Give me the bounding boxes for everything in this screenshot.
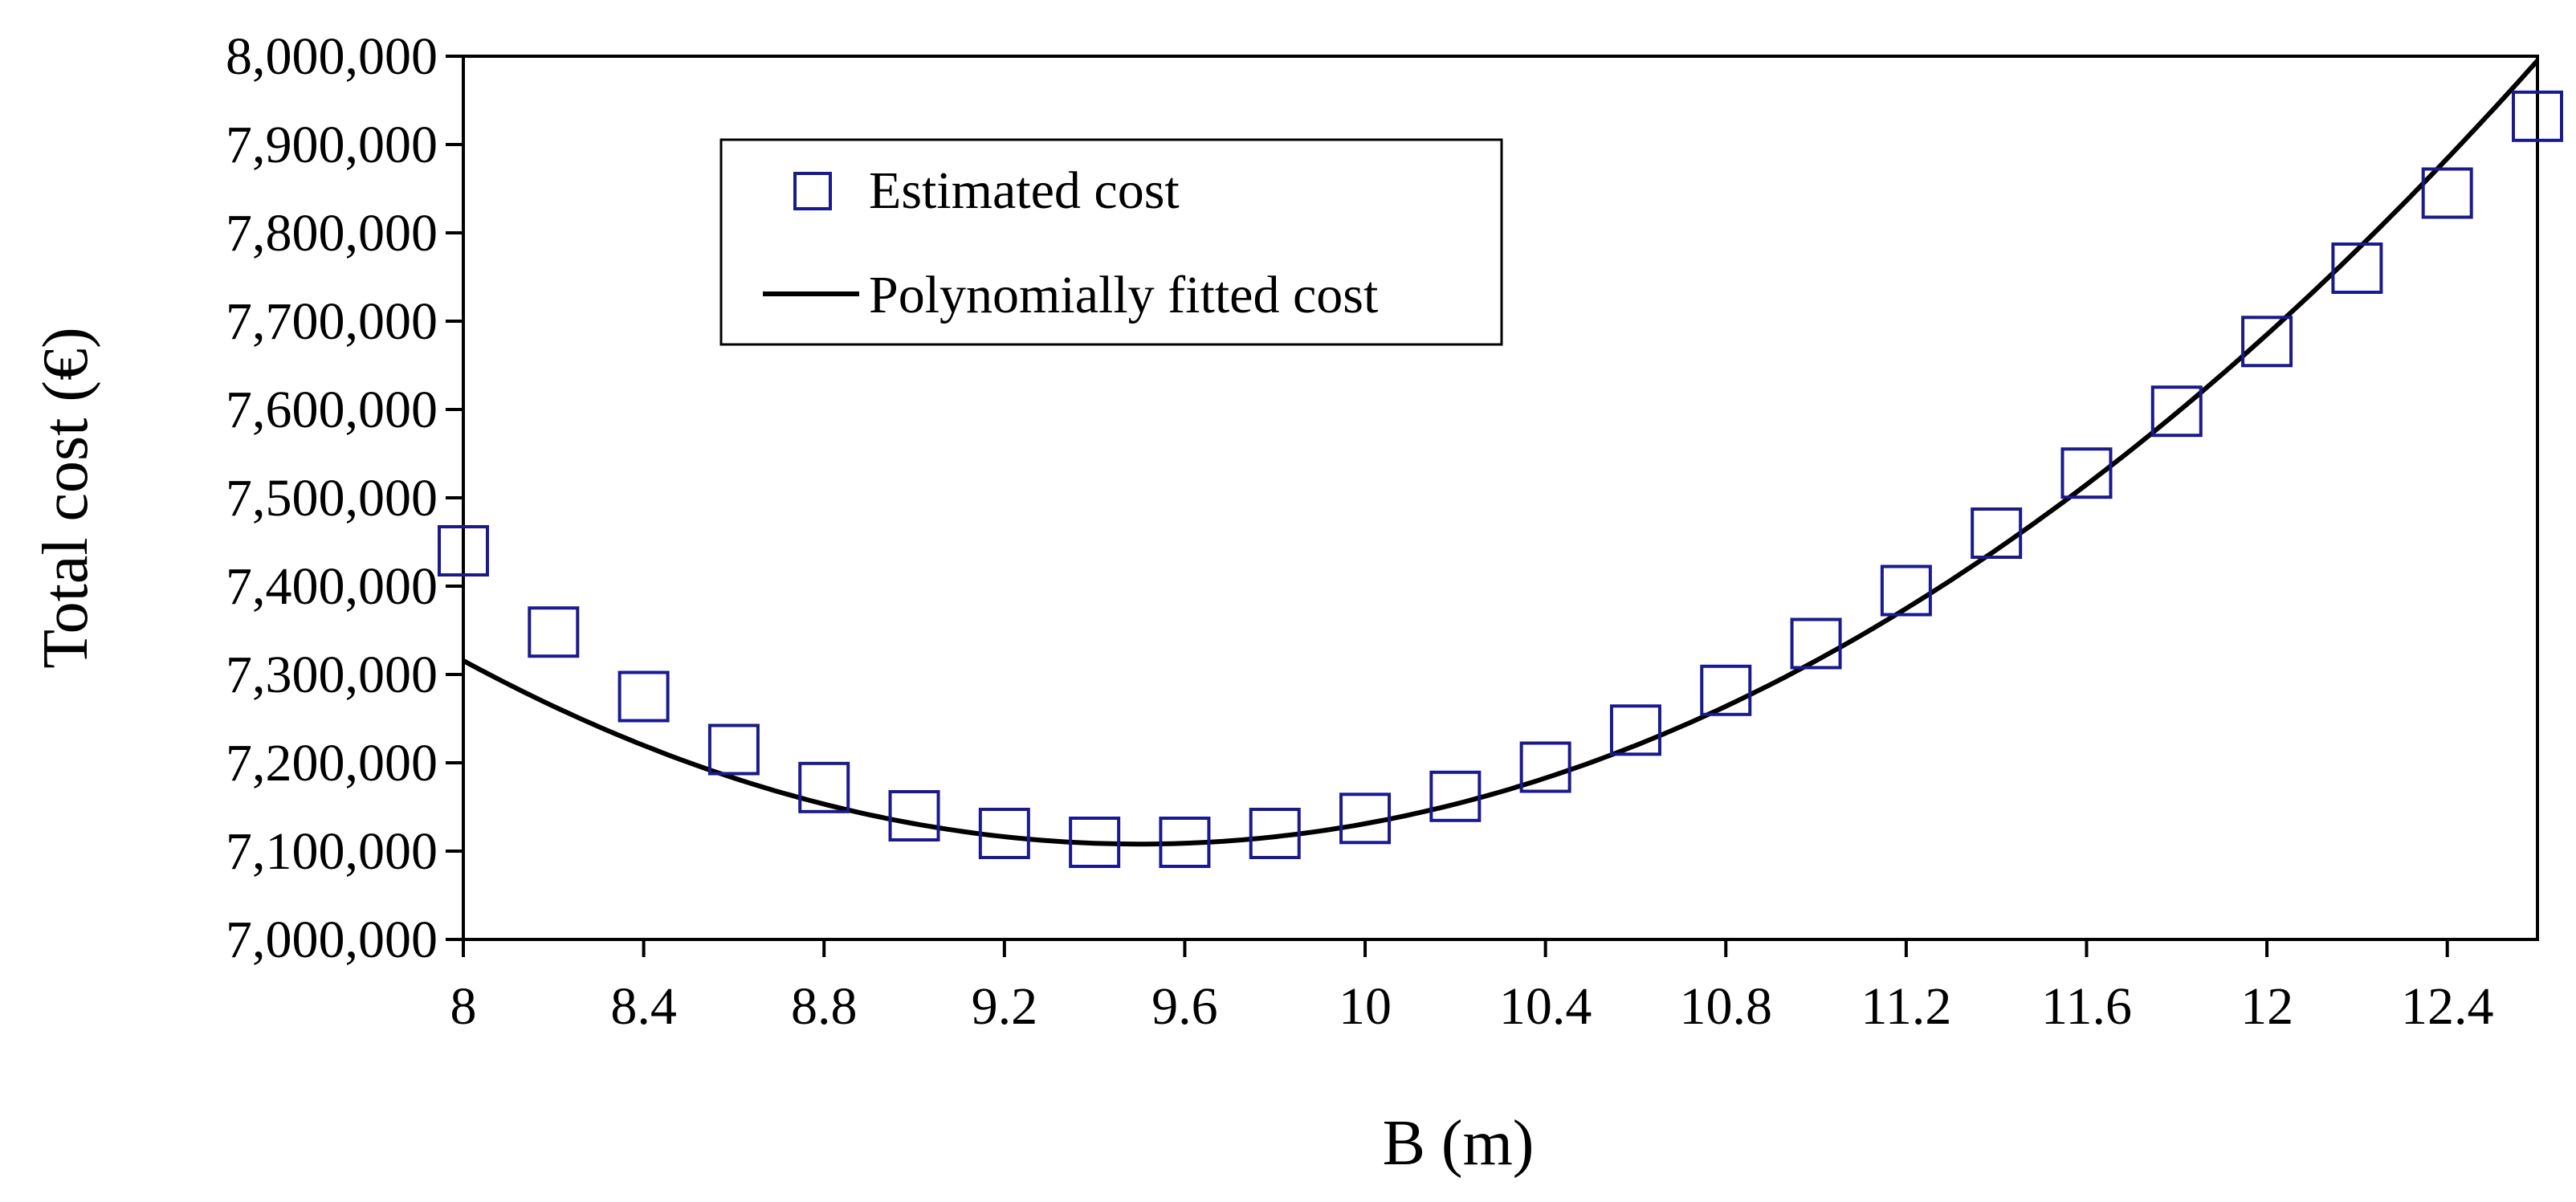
estimated-cost-marker [2150, 385, 2203, 438]
legend-label-fitted: Polynomially fitted cost [869, 266, 1378, 324]
x-tick-label: 8 [450, 977, 477, 1036]
x-tick-label: 11.6 [2041, 977, 2132, 1036]
legend-marker-icon [793, 172, 832, 210]
estimated-cost-marker [978, 808, 1030, 859]
estimated-cost-marker [528, 606, 580, 658]
x-axis: 8 8.4 8.8 9.2 9.6 10 10.4 10.8 11.2 11.6 12 12.4 [450, 939, 2494, 1036]
y-tick-label: 7,000,000 [226, 911, 438, 969]
estimated-cost-marker [1339, 793, 1392, 845]
estimated-cost-marker [618, 670, 670, 723]
estimated-cost-marker [707, 723, 760, 776]
fitted-cost-line [462, 59, 2540, 847]
estimated-cost-marker [2512, 90, 2563, 142]
estimated-cost-marker [1519, 741, 1571, 793]
y-axis-title: Total cost (€) [31, 327, 101, 668]
y-tick-label: 8,000,000 [226, 27, 438, 86]
x-tick-label: 11.2 [1861, 977, 1951, 1036]
y-tick-label: 7,200,000 [226, 734, 438, 793]
legend-label-estimated: Estimated cost [869, 161, 1180, 220]
estimated-cost-marker [2421, 167, 2473, 219]
y-tick-label: 7,500,000 [226, 469, 438, 528]
estimated-cost-marker [2331, 242, 2383, 294]
estimated-cost-marker [1880, 564, 1932, 617]
estimated-cost-marker [438, 525, 489, 577]
estimated-cost-marker [1700, 664, 1752, 716]
y-tick-label: 7,300,000 [226, 646, 438, 704]
markers-group [438, 90, 2563, 868]
estimated-cost-marker [888, 790, 940, 841]
estimated-cost-marker [1971, 507, 2023, 559]
x-tick-label: 9.2 [972, 977, 1038, 1036]
x-tick-label: 10 [1339, 977, 1392, 1036]
y-tick-label: 7,900,000 [226, 116, 438, 174]
y-axis: 7,000,000 7,100,000 7,200,000 7,300,000 7,40… [226, 27, 463, 969]
estimated-cost-marker [1609, 704, 1661, 756]
estimated-cost-marker [1159, 817, 1211, 868]
y-tick-label: 7,800,000 [226, 204, 438, 263]
fit-line-group [462, 59, 2540, 847]
estimated-cost-marker [1069, 817, 1121, 868]
estimated-cost-marker [2060, 447, 2113, 499]
y-tick-label: 7,400,000 [226, 557, 438, 616]
estimated-cost-marker [1790, 617, 1842, 670]
estimated-cost-marker [1429, 770, 1482, 822]
y-tick-label: 7,100,000 [226, 822, 438, 881]
x-axis-title: B (m) [1383, 1108, 1535, 1179]
y-tick-label: 7,600,000 [226, 381, 438, 439]
x-tick-label: 10.8 [1680, 977, 1773, 1036]
x-tick-label: 8.4 [610, 977, 677, 1036]
y-tick-label: 7,700,000 [226, 292, 438, 351]
x-tick-label: 9.6 [1151, 977, 1218, 1036]
x-tick-label: 8.8 [791, 977, 858, 1036]
x-tick-label: 10.4 [1499, 977, 1592, 1036]
estimated-cost-marker [2241, 316, 2293, 368]
x-tick-label: 12.4 [2401, 977, 2494, 1036]
x-tick-label: 12 [2240, 977, 2293, 1036]
estimated-cost-marker [1249, 808, 1301, 859]
legend: Estimated cost Polynomially fitted cost [719, 138, 1503, 346]
legend-box [719, 138, 1503, 346]
estimated-cost-marker [798, 761, 850, 813]
